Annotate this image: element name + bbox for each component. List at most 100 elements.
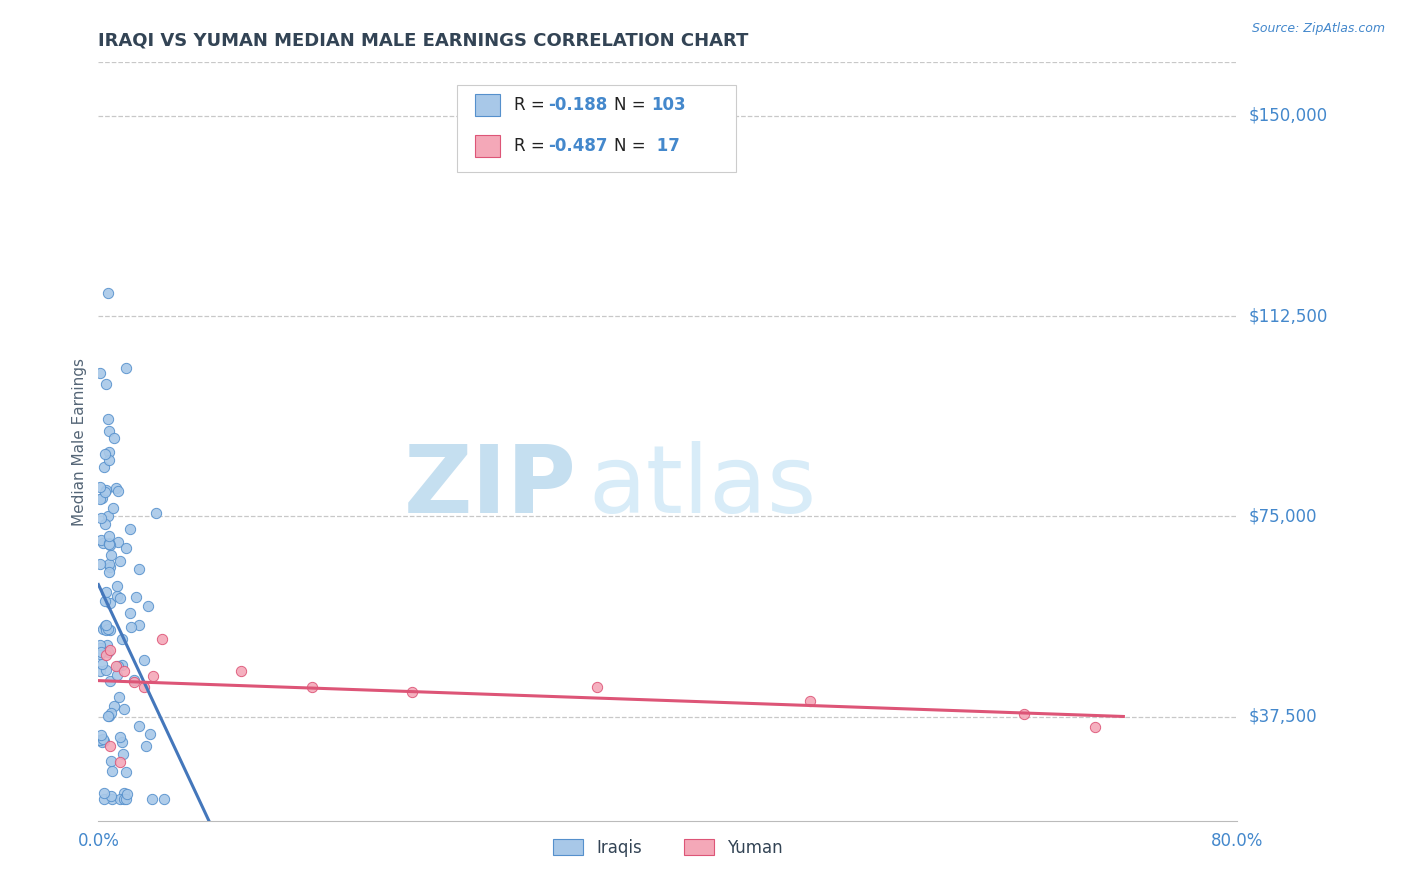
Point (91, 731, 114, 746)
FancyBboxPatch shape (475, 135, 501, 157)
Point (114, 361, 136, 376)
Text: $150,000: $150,000 (1249, 107, 1327, 125)
Point (112, 786, 135, 800)
Point (138, 727, 160, 741)
Point (112, 792, 135, 806)
Point (100, 706, 122, 720)
Text: IRAQI VS YUMAN MEDIAN MALE EARNINGS CORRELATION CHART: IRAQI VS YUMAN MEDIAN MALE EARNINGS CORR… (98, 32, 749, 50)
Text: ZIP: ZIP (404, 441, 576, 533)
Point (112, 747, 135, 761)
Point (90, 735, 112, 749)
Text: $112,500: $112,500 (1249, 307, 1327, 325)
Point (110, 658, 132, 673)
Point (96, 622, 118, 636)
Point (93, 460, 115, 475)
Point (89, 492, 111, 507)
Point (98, 596, 121, 610)
Point (103, 431, 125, 445)
Point (97, 286, 120, 301)
Point (107, 690, 129, 704)
Text: 103: 103 (651, 95, 685, 114)
Point (108, 792, 131, 806)
Point (134, 653, 156, 667)
Point (120, 620, 142, 634)
Point (94, 447, 117, 461)
Text: $37,500: $37,500 (1249, 707, 1317, 725)
Point (94, 619, 117, 633)
Point (98, 739, 121, 753)
Point (105, 590, 128, 604)
Point (108, 591, 131, 606)
Point (96, 663, 118, 677)
Point (125, 590, 148, 604)
Point (145, 506, 167, 520)
Text: atlas: atlas (588, 441, 817, 533)
Y-axis label: Median Male Earnings: Median Male Earnings (72, 358, 87, 525)
Point (1012, 706, 1035, 721)
Text: R =: R = (515, 95, 550, 114)
Point (115, 764, 138, 779)
Point (89, 665, 111, 679)
Point (141, 792, 163, 806)
Point (89, 558, 111, 572)
Point (97, 709, 120, 723)
Point (105, 579, 128, 593)
Point (301, 680, 323, 694)
FancyBboxPatch shape (457, 85, 737, 172)
Point (110, 554, 132, 568)
Point (97, 557, 120, 571)
Text: 17: 17 (651, 136, 679, 155)
Point (97, 411, 120, 425)
Point (115, 787, 138, 801)
Point (98, 566, 121, 580)
Point (401, 685, 423, 699)
Point (100, 789, 122, 804)
Text: N =: N = (614, 136, 651, 155)
Point (90, 728, 112, 742)
Point (89, 640, 111, 655)
Point (97, 645, 120, 659)
Point (97, 425, 120, 439)
Point (98, 538, 121, 552)
Point (90, 657, 112, 672)
Text: Source: ZipAtlas.com: Source: ZipAtlas.com (1251, 22, 1385, 36)
Point (100, 754, 122, 768)
Point (104, 481, 127, 495)
Point (112, 664, 135, 678)
Point (101, 764, 124, 778)
Point (89, 480, 111, 494)
Point (96, 638, 118, 652)
Point (141, 669, 163, 683)
Point (94, 618, 117, 632)
Point (122, 673, 145, 687)
Point (799, 693, 821, 707)
Point (152, 632, 174, 646)
Text: R =: R = (515, 136, 550, 155)
Point (93, 485, 115, 500)
Point (91, 622, 114, 636)
Point (100, 792, 122, 806)
Point (96, 376, 118, 391)
Point (93, 594, 115, 608)
Point (90, 645, 112, 659)
Text: N =: N = (614, 95, 651, 114)
Point (94, 584, 117, 599)
Point (112, 702, 135, 716)
Text: -0.487: -0.487 (548, 136, 607, 155)
Point (110, 632, 132, 646)
Point (93, 792, 115, 806)
Point (135, 739, 157, 754)
Point (96, 483, 118, 497)
Point (100, 549, 122, 563)
Point (108, 755, 131, 769)
Point (98, 673, 121, 688)
Point (93, 734, 115, 748)
Point (97, 708, 120, 723)
Point (98, 445, 121, 459)
Point (90, 511, 112, 525)
Point (98, 535, 121, 549)
Point (89, 733, 111, 747)
Point (90, 533, 112, 548)
Point (229, 664, 252, 678)
Point (89, 647, 111, 661)
